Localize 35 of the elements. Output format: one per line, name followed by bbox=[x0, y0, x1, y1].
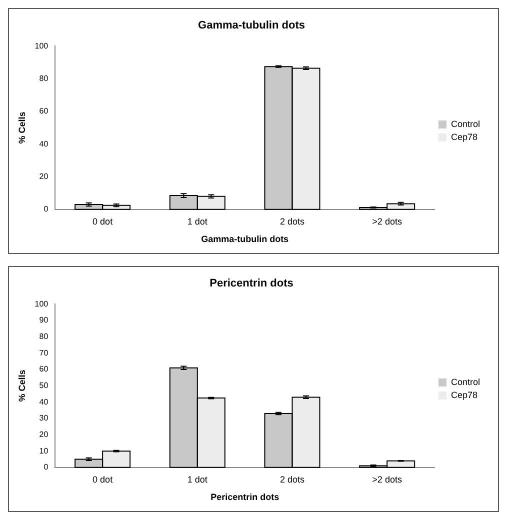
y-tick-label: 100 bbox=[34, 299, 49, 308]
y-tick-label: 100 bbox=[34, 41, 49, 50]
y-tick-label: 0 bbox=[44, 462, 49, 472]
y-tick-label: 30 bbox=[39, 414, 49, 423]
y-tick-label: 20 bbox=[39, 172, 49, 181]
y-tick-label: 70 bbox=[39, 348, 49, 358]
chart-title: Pericentrin dots bbox=[210, 278, 294, 290]
y-tick-label: 80 bbox=[39, 332, 49, 342]
x-tick-label: >2 dots bbox=[372, 216, 402, 226]
y-tick-label: 90 bbox=[39, 316, 49, 325]
y-tick-label: 10 bbox=[39, 446, 49, 456]
legend-label: Control bbox=[450, 118, 480, 129]
x-tick-label: 0 dot bbox=[92, 216, 114, 226]
y-axis-title: % Cells bbox=[16, 370, 27, 402]
x-tick-label: 1 dot bbox=[187, 216, 208, 226]
x-axis-title: Pericentrin dots bbox=[210, 492, 280, 502]
y-tick-label: 80 bbox=[39, 74, 49, 84]
x-tick-label: 2 dots bbox=[280, 216, 305, 226]
y-tick-label: 40 bbox=[39, 397, 49, 406]
legend-label: Control bbox=[450, 376, 480, 387]
x-tick-label: 2 dots bbox=[280, 474, 305, 484]
y-tick-label: 60 bbox=[39, 106, 49, 116]
legend-label: Cep78 bbox=[450, 132, 478, 142]
y-tick-label: 20 bbox=[39, 430, 49, 439]
x-tick-label: 0 dot bbox=[92, 474, 114, 484]
chart-title: Gamma-tubulin dots bbox=[198, 20, 305, 32]
x-axis-title: Gamma-tubulin dots bbox=[201, 234, 289, 244]
legend-label: Cep78 bbox=[450, 390, 478, 400]
x-tick-label: >2 dots bbox=[372, 474, 402, 484]
x-tick-label: 1 dot bbox=[187, 474, 208, 484]
y-tick-label: 60 bbox=[39, 364, 49, 374]
y-tick-label: 0 bbox=[44, 204, 49, 214]
y-tick-label: 40 bbox=[39, 139, 49, 148]
y-axis-title: % Cells bbox=[16, 112, 27, 144]
y-tick-label: 50 bbox=[39, 381, 49, 390]
